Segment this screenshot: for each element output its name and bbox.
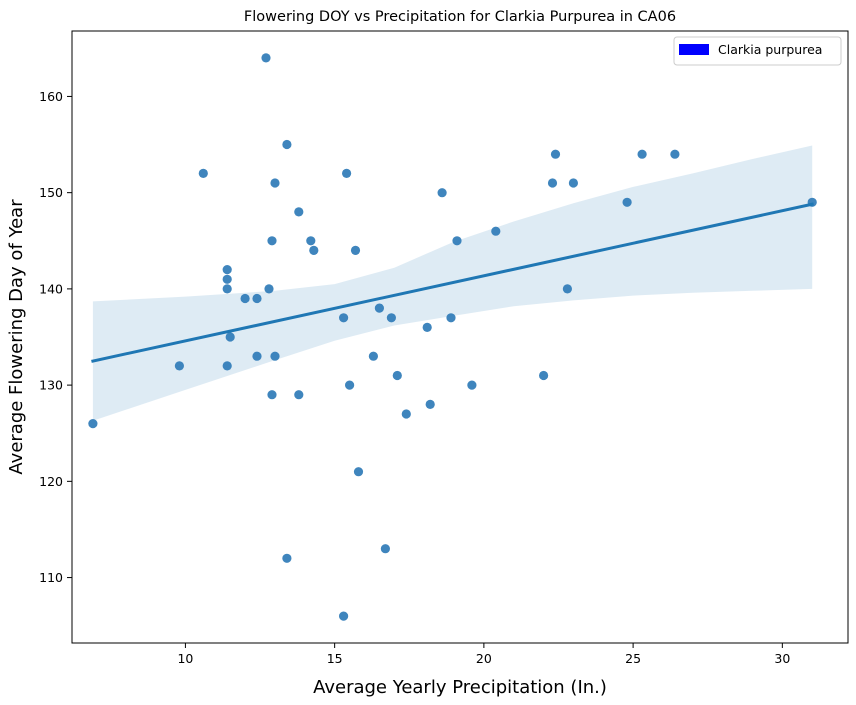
data-point	[562, 284, 573, 294]
data-points-layer	[88, 53, 817, 621]
x-tick-label: 25	[625, 651, 641, 666]
y-tick-label: 150	[39, 185, 63, 200]
x-tick-label: 10	[177, 651, 193, 666]
x-tick-label: 15	[327, 651, 343, 666]
data-point	[282, 553, 292, 563]
data-point	[374, 303, 384, 313]
x-axis-ticks: 10 15 20 25 30	[177, 643, 790, 666]
regression-line	[91, 202, 814, 363]
regression-line-layer	[91, 202, 814, 363]
y-axis-ticks: 110 120 130 140 150 160	[39, 89, 72, 585]
data-point	[339, 611, 349, 621]
data-point	[550, 149, 561, 159]
y-tick-label: 140	[39, 281, 63, 296]
data-point	[252, 351, 262, 361]
y-tick-label: 120	[39, 474, 63, 489]
data-point	[547, 178, 558, 188]
data-point	[339, 313, 349, 323]
data-point	[294, 390, 304, 400]
data-point	[267, 236, 277, 246]
x-axis-label: Average Yearly Precipitation (In.)	[313, 677, 607, 698]
data-point	[306, 236, 316, 246]
data-point	[422, 322, 432, 332]
x-tick-label: 20	[476, 651, 492, 666]
legend-box	[673, 36, 842, 66]
data-point	[380, 544, 390, 554]
data-point	[267, 390, 277, 400]
data-point	[437, 188, 447, 198]
data-point	[225, 332, 235, 342]
data-point	[425, 399, 435, 409]
data-point	[270, 351, 280, 361]
data-point	[309, 245, 319, 255]
y-tick-label: 130	[39, 378, 63, 393]
y-tick-label: 110	[39, 570, 63, 585]
data-point	[198, 168, 208, 178]
data-point	[637, 149, 647, 159]
chart-title: Flowering DOY vs Precipitation for Clark…	[244, 9, 676, 25]
data-point	[240, 293, 250, 304]
data-point	[392, 370, 402, 381]
data-point	[446, 313, 456, 323]
data-point	[350, 245, 361, 255]
data-point	[386, 313, 396, 323]
data-point	[88, 419, 98, 429]
legend: Clarkia purpurea	[673, 36, 842, 66]
data-point	[622, 197, 632, 207]
data-point	[568, 178, 579, 188]
data-point	[261, 53, 271, 63]
data-point	[174, 361, 184, 371]
x-tick-label: 30	[774, 651, 790, 666]
data-point	[670, 149, 680, 159]
y-axis-label: Average Flowering Day of Year	[6, 199, 27, 475]
data-point	[368, 351, 378, 361]
data-point	[342, 168, 352, 178]
data-point	[452, 236, 462, 246]
legend-swatch	[679, 44, 709, 55]
data-point	[222, 274, 232, 284]
data-point	[270, 178, 280, 188]
data-point	[282, 139, 292, 150]
data-point	[252, 293, 262, 304]
data-point	[491, 226, 501, 236]
data-point	[401, 409, 411, 419]
data-point	[294, 207, 304, 217]
y-tick-label: 160	[39, 89, 63, 104]
data-point	[539, 370, 549, 381]
plot-frame	[71, 30, 849, 644]
data-point	[222, 284, 232, 294]
data-point	[222, 361, 232, 371]
legend-label: Clarkia purpurea	[718, 42, 822, 57]
data-point	[345, 380, 355, 390]
data-point	[353, 467, 364, 477]
data-point	[222, 265, 232, 275]
data-point	[467, 380, 477, 390]
data-point	[264, 284, 274, 294]
